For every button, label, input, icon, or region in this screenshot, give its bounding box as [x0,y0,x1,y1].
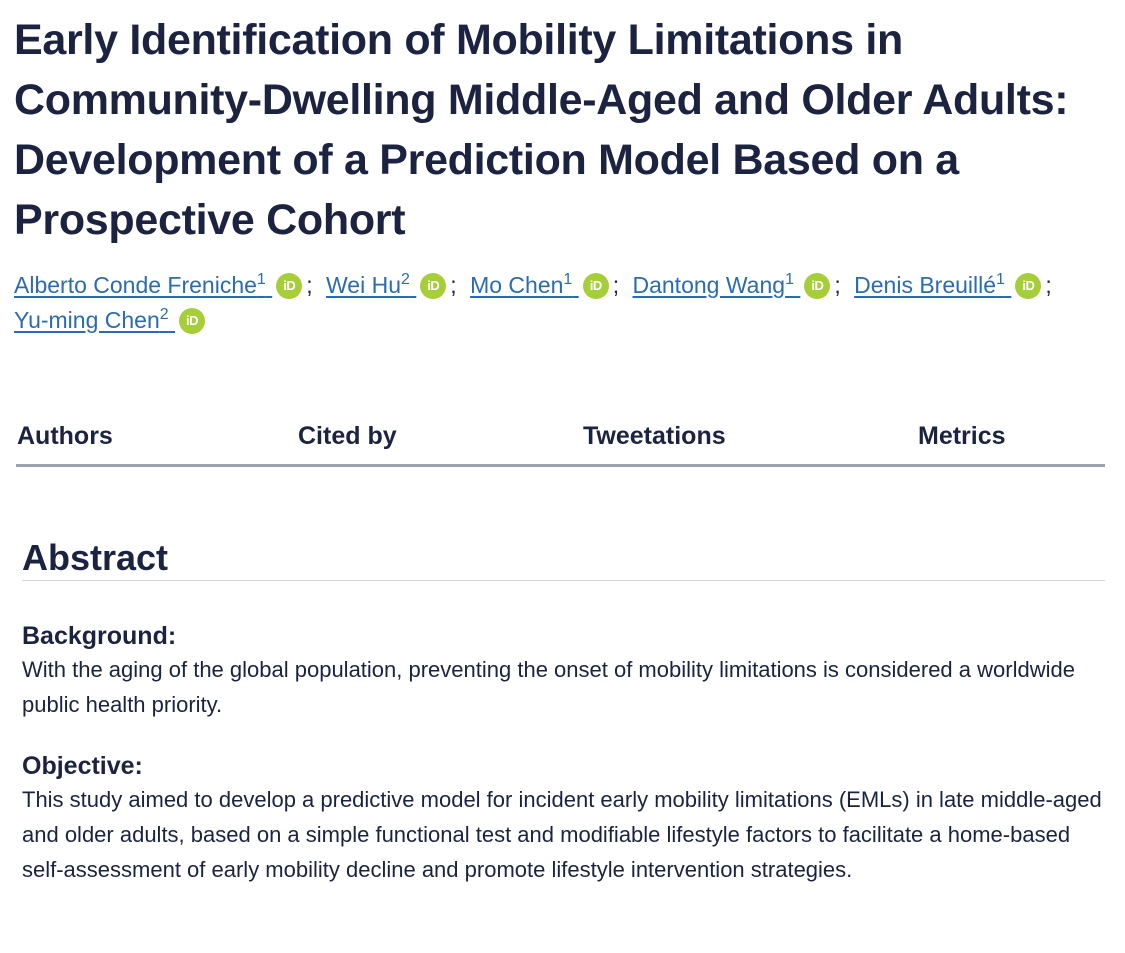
affiliation-number: 2 [159,306,169,323]
orcid-icon[interactable]: iD [582,273,609,299]
author-link[interactable]: Dantong Wang1 [632,271,794,299]
abstract-section-background: Background: With the aging of the global… [22,620,1107,722]
author-item: Dantong Wang1 iD [632,271,831,299]
author-separator: ; [1045,272,1052,298]
affiliation-number: 1 [996,271,1005,288]
abstract-section-objective: Objective: This study aimed to develop a… [22,750,1107,887]
affiliation-number: 1 [785,271,794,288]
author-item: Denis Breuillé1 iD [854,271,1042,299]
tab-tweetations[interactable]: Tweetations [583,422,726,450]
author-item: Wei Hu2 iD [326,271,447,299]
orcid-icon[interactable]: iD [420,273,447,299]
author-link[interactable]: Alberto Conde Freniche1 [14,271,266,299]
author-link[interactable]: Denis Breuillé1 [854,271,1005,299]
author-separator: ; [450,272,457,298]
author-separator: ; [306,272,313,298]
section-text: This study aimed to develop a predictive… [22,787,1102,882]
author-link[interactable]: Yu-ming Chen2 [14,306,169,334]
section-label: Background: [22,622,177,650]
section-text: With the aging of the global population,… [22,657,1075,717]
tab-metrics[interactable]: Metrics [918,422,1006,450]
author-link[interactable]: Mo Chen1 [470,271,573,299]
section-label: Objective: [22,752,143,780]
author-link[interactable]: Wei Hu2 [326,271,410,299]
affiliation-number: 2 [401,271,410,288]
affiliation-number: 1 [256,271,266,288]
article-tabs: Authors Cited by Tweetations Metrics [16,420,1105,467]
author-item: Mo Chen1 iD [470,271,609,299]
orcid-icon[interactable]: iD [804,273,831,299]
affiliation-number: 1 [563,271,573,288]
orcid-icon[interactable]: iD [276,273,303,299]
tab-cited-by[interactable]: Cited by [298,422,397,450]
author-item: Alberto Conde Freniche1 iD [14,271,303,299]
author-list: Alberto Conde Freniche1 iD; Wei Hu2 iD; … [14,268,1104,338]
article-title: Early Identification of Mobility Limitat… [14,16,1069,244]
author-separator: ; [834,272,841,298]
abstract-heading: Abstract [22,536,1105,581]
tab-authors[interactable]: Authors [17,422,113,450]
author-separator: ; [612,272,620,298]
orcid-icon[interactable]: iD [179,308,206,334]
author-item: Yu-ming Chen2 iD [14,306,206,334]
orcid-icon[interactable]: iD [1015,273,1042,299]
